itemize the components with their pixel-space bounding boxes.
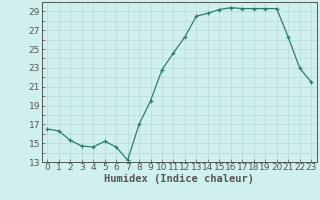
X-axis label: Humidex (Indice chaleur): Humidex (Indice chaleur) [104,174,254,184]
